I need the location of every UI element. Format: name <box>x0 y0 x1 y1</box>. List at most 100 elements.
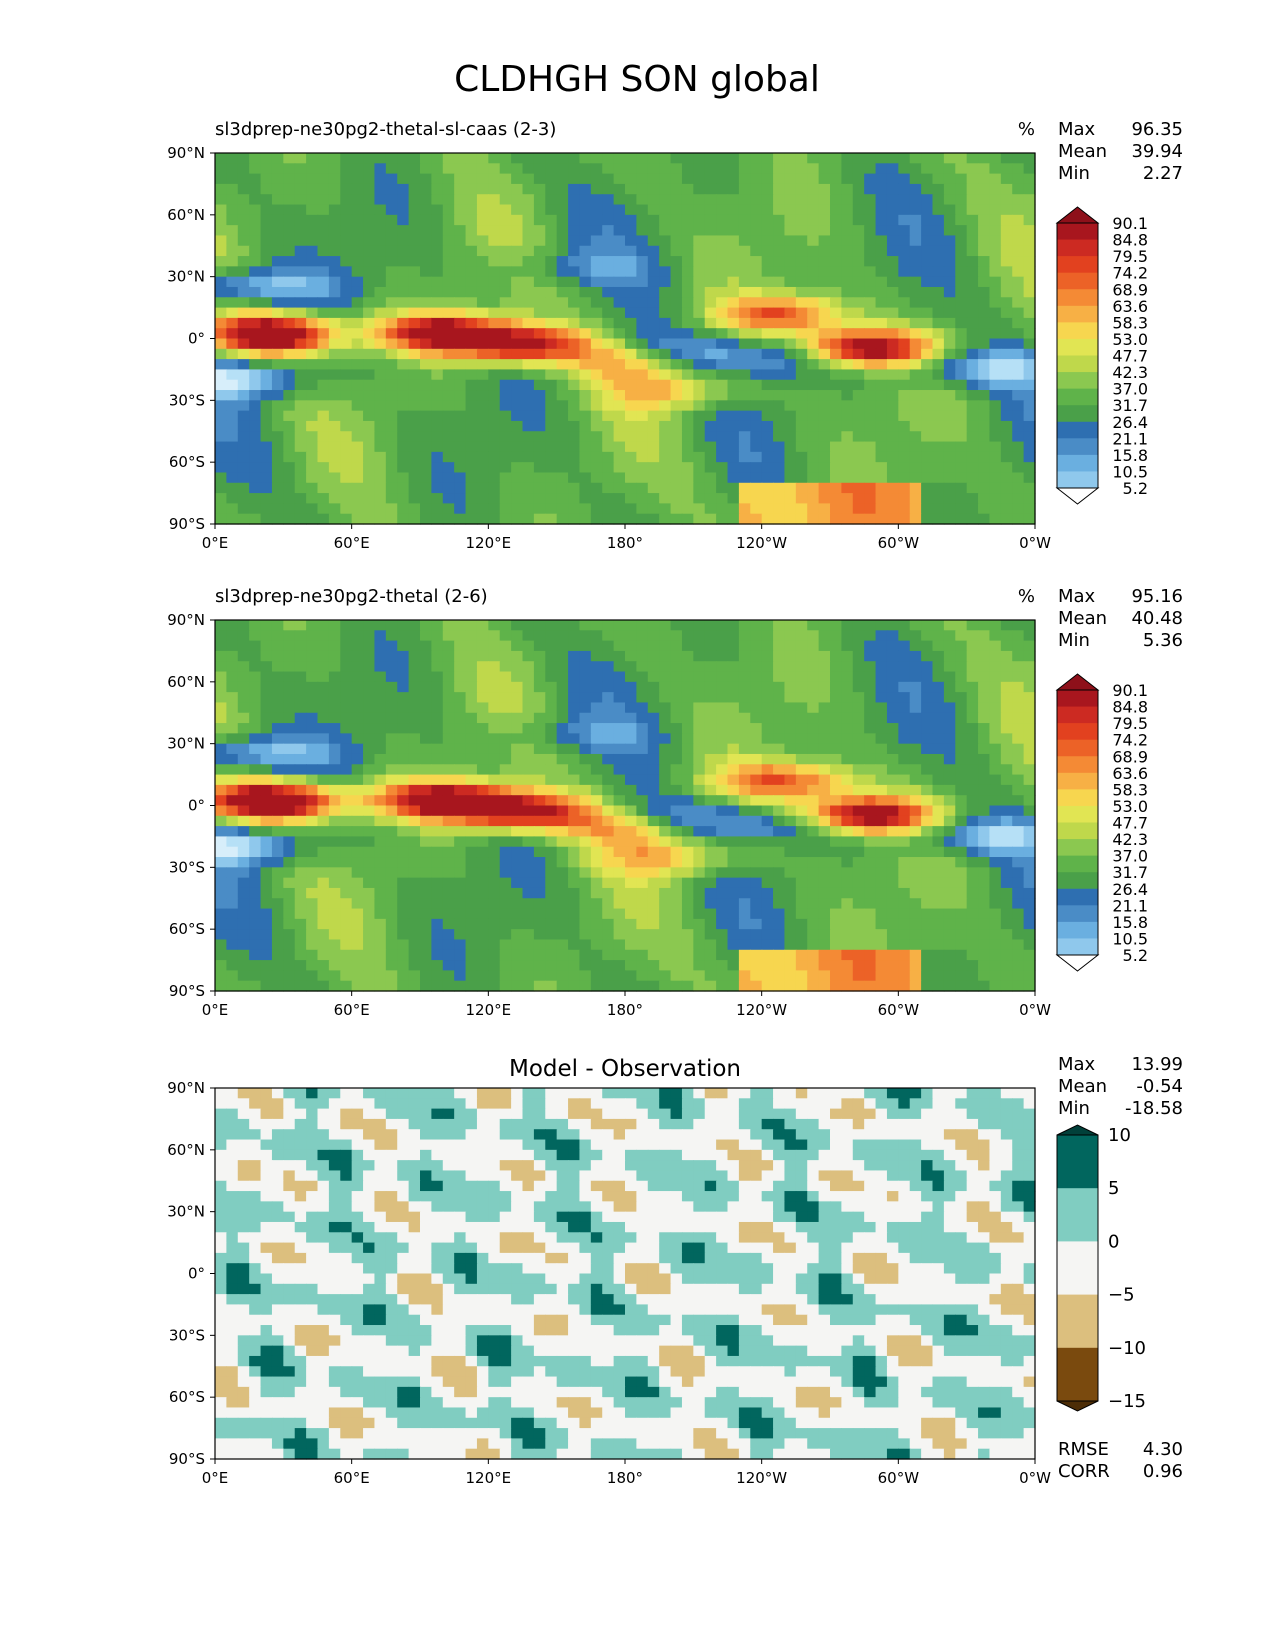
field-cell <box>978 493 991 504</box>
field-cell <box>773 671 786 683</box>
field-cell <box>454 712 467 724</box>
field-cell <box>716 908 729 920</box>
field-cell <box>408 867 421 879</box>
field-cell <box>363 764 376 776</box>
field-cell <box>647 317 660 329</box>
field-cell <box>989 733 1002 745</box>
field-cell <box>476 441 489 453</box>
field-cell <box>442 451 455 463</box>
field-cell <box>465 620 478 631</box>
field-cell <box>670 390 683 401</box>
field-cell <box>807 410 820 422</box>
field-cell <box>830 764 842 776</box>
field-cell <box>727 887 740 899</box>
field-cell <box>818 369 831 381</box>
field-cell <box>351 661 364 673</box>
field-cell <box>966 784 979 796</box>
field-cell <box>875 204 888 216</box>
field-cell <box>397 949 410 961</box>
field-cell <box>545 472 558 484</box>
field-cell <box>716 235 729 247</box>
field-cell <box>1012 348 1025 360</box>
field-cell <box>966 297 979 309</box>
field-cell <box>533 214 546 226</box>
field-cell <box>909 939 922 951</box>
field-cell <box>955 753 968 765</box>
field-cell <box>215 204 227 216</box>
field-cell <box>488 753 501 765</box>
field-cell <box>670 235 683 247</box>
field-cell <box>351 702 364 714</box>
field-cell <box>351 338 364 350</box>
field-cell <box>909 733 922 745</box>
field-cell <box>306 317 319 329</box>
field-cell <box>511 630 524 642</box>
field-cell <box>670 784 683 796</box>
field-cell <box>704 887 717 899</box>
field-cell <box>590 918 603 930</box>
field-cell <box>215 359 227 371</box>
field-cell <box>408 939 421 951</box>
field-cell <box>784 286 797 298</box>
field-cell <box>294 650 307 662</box>
x-tick-label: 0°W <box>1019 534 1051 552</box>
field-cell <box>590 650 603 662</box>
field-cell <box>886 379 899 391</box>
field-cell <box>670 692 683 704</box>
field-cell <box>1023 266 1036 278</box>
field-cell <box>271 857 284 868</box>
field-cell <box>454 877 467 889</box>
field-cell <box>397 753 410 765</box>
field-cell <box>807 431 820 443</box>
field-cell <box>294 390 307 401</box>
field-cell <box>773 743 786 755</box>
field-cell <box>260 225 273 237</box>
field-cell <box>340 929 353 941</box>
field-cell <box>579 887 592 899</box>
field-cell <box>978 245 991 257</box>
field-cell <box>932 753 945 765</box>
field-cell <box>943 733 956 745</box>
field-cell <box>727 204 740 216</box>
field-cell <box>841 286 854 298</box>
field-cell <box>738 723 751 734</box>
field-cell <box>226 774 239 786</box>
field-cell <box>727 493 740 504</box>
field-cell <box>704 420 717 432</box>
field-cell <box>909 235 922 247</box>
field-cell <box>1012 753 1025 765</box>
field-cell <box>704 297 717 309</box>
colorbar-level: 47.7 <box>1112 347 1148 366</box>
field-cell <box>283 410 296 422</box>
field-cell <box>909 410 922 422</box>
field-cell <box>476 307 489 319</box>
field-cell <box>363 359 376 371</box>
field-cell <box>807 918 820 930</box>
field-cell <box>841 826 854 838</box>
field-cell <box>579 256 592 267</box>
field-cell <box>579 400 592 412</box>
field-cell <box>955 795 968 807</box>
field-cell <box>978 846 991 858</box>
field-cell <box>215 513 227 525</box>
field-cell <box>420 214 432 226</box>
field-cell <box>647 462 660 474</box>
field-cell <box>556 671 569 683</box>
field-cell <box>852 245 865 257</box>
y-tick-label: 30°N <box>167 268 205 286</box>
field-cell <box>511 826 524 838</box>
field-cell <box>636 235 649 247</box>
field-cell <box>545 795 558 807</box>
field-cell <box>955 805 968 817</box>
field-cell <box>306 307 319 319</box>
field-cell <box>738 826 751 838</box>
field-cell <box>1012 826 1025 838</box>
field-cell <box>613 733 626 745</box>
field-cell <box>385 784 398 796</box>
field-cell <box>773 359 786 371</box>
field-cell <box>875 753 888 765</box>
field-cell <box>408 743 421 755</box>
field-cell <box>442 348 455 360</box>
field-cell <box>260 482 273 494</box>
field-cell <box>363 939 376 951</box>
